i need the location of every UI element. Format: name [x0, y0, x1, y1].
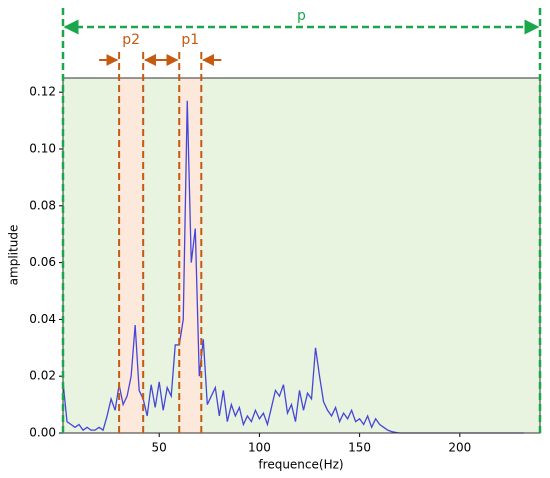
x-axis-label: frequence(Hz) — [258, 458, 343, 472]
annotation-label: p2 — [122, 32, 140, 48]
x-tick-label: 50 — [152, 441, 167, 455]
y-tick-label: 0.10 — [29, 142, 56, 156]
y-tick-label: 0.02 — [29, 369, 56, 383]
x-tick-label: 200 — [448, 441, 471, 455]
annotation-label: p1 — [181, 32, 199, 48]
y-tick-label: 0.00 — [29, 426, 56, 440]
annotation-band — [119, 78, 144, 433]
y-tick-label: 0.12 — [29, 85, 56, 99]
y-axis-label: amplitude — [7, 225, 21, 286]
y-tick-label: 0.08 — [29, 198, 56, 212]
x-tick-label: 100 — [248, 441, 271, 455]
y-tick-label: 0.06 — [29, 255, 56, 269]
y-tick-label: 0.04 — [29, 312, 56, 326]
x-tick-label: 150 — [348, 441, 371, 455]
annotation-label: p — [297, 8, 306, 24]
annotation-band — [179, 78, 202, 433]
